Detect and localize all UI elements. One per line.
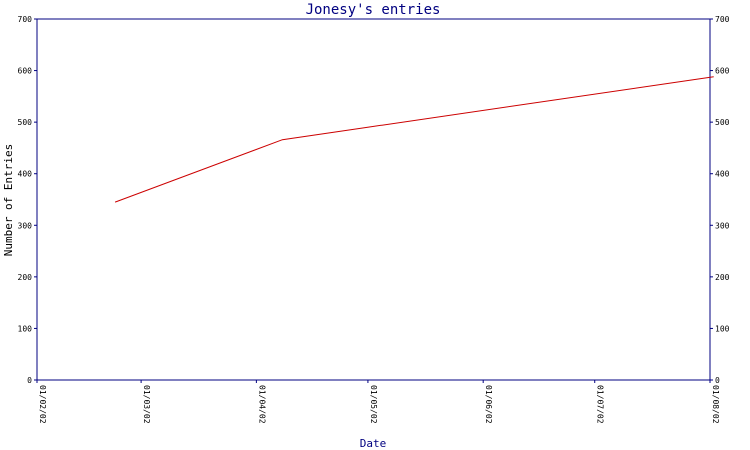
x-axis: 01/02/02 01/03/02 01/04/02 01/05/02 01/06/02… bbox=[36, 380, 720, 424]
y-tick-label-right-3: 300 bbox=[715, 221, 730, 230]
y-tick-label-right-5: 500 bbox=[715, 118, 730, 127]
series-line-0 bbox=[114, 76, 714, 203]
x-tick-label-0: 01/02/02 bbox=[38, 385, 47, 424]
y-tick-label-left-5: 500 bbox=[18, 118, 33, 127]
x-tick-label-6: 01/08/02 bbox=[711, 385, 720, 424]
x-tick-label-5: 01/07/02 bbox=[596, 385, 605, 424]
y-tick-label-right-7: 700 bbox=[715, 15, 730, 24]
y-tick-label-right-0: 0 bbox=[715, 376, 720, 385]
y-tick-label-right-4: 400 bbox=[715, 170, 730, 179]
y-tick-label-left-0: 0 bbox=[27, 376, 32, 385]
plot-frame bbox=[36, 18, 711, 381]
x-tick-label-1: 01/03/02 bbox=[142, 385, 151, 424]
x-tick-label-3: 01/05/02 bbox=[369, 385, 378, 424]
y-tick-label-right-2: 200 bbox=[715, 273, 730, 282]
y-tick-label-left-7: 700 bbox=[18, 15, 33, 24]
y-tick-label-left-1: 100 bbox=[18, 324, 33, 333]
y-axis-left: 0 100 200 300 400 500 600 700 bbox=[18, 15, 37, 385]
y-tick-label-left-6: 600 bbox=[18, 67, 33, 76]
y-tick-label-left-4: 400 bbox=[18, 170, 33, 179]
x-tick-label-2: 01/04/02 bbox=[257, 385, 266, 424]
y-tick-label-left-2: 200 bbox=[18, 273, 33, 282]
y-axis-right: 0 100 200 300 400 500 600 700 bbox=[710, 15, 730, 385]
x-axis-label: Date bbox=[360, 437, 387, 450]
x-tick-label-4: 01/06/02 bbox=[484, 385, 493, 424]
chart-title: Jonesy's entries bbox=[306, 2, 441, 18]
y-tick-label-right-6: 600 bbox=[715, 67, 730, 76]
series-group bbox=[114, 76, 714, 203]
y-tick-label-left-3: 300 bbox=[18, 221, 33, 230]
y-tick-label-right-1: 100 bbox=[715, 324, 730, 333]
y-axis-label: Number of Entries bbox=[2, 144, 15, 257]
